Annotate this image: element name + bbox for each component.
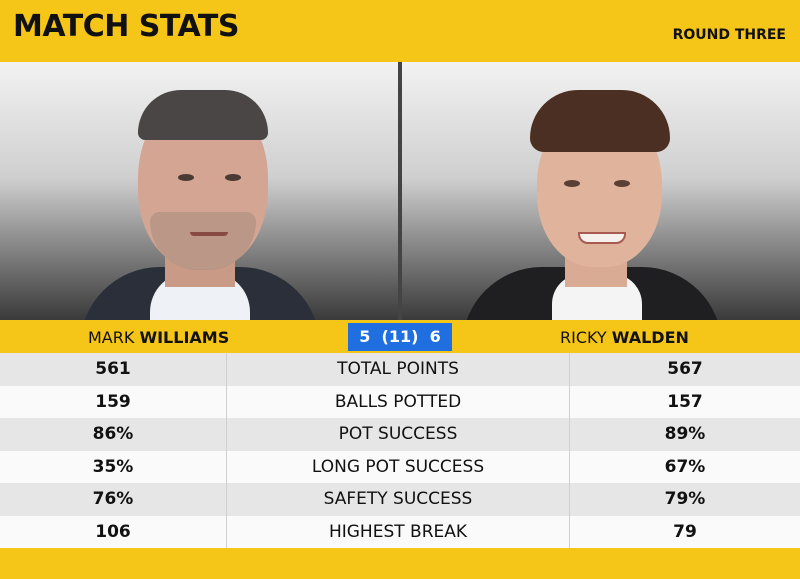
stat-row: 35% LONG POT SUCCESS 67%	[0, 450, 800, 483]
player-left-eye-l	[178, 174, 194, 181]
player-right-last-name: WALDEN	[611, 328, 689, 347]
stat-row: 106 HIGHEST BREAK 79	[0, 515, 800, 548]
stat-label: SAFETY SUCCESS	[226, 483, 570, 516]
footer-bar	[0, 548, 800, 579]
round-label: ROUND THREE	[672, 27, 786, 43]
stat-right-value: 89%	[664, 424, 706, 444]
stat-right-value: 567	[667, 359, 703, 379]
page-title: MATCH STATS	[13, 9, 239, 44]
stat-left-value: 35%	[92, 456, 134, 477]
player-left-hair	[138, 90, 268, 140]
player-right-name: RICKY WALDEN	[560, 328, 689, 347]
player-right-hair	[530, 90, 670, 152]
stat-row: 76% SAFETY SUCCESS 79%	[0, 483, 800, 516]
frame-score: 5 (11) 6	[348, 323, 452, 351]
stat-left-value: 76%	[92, 489, 134, 509]
player-left-mouth	[190, 232, 228, 236]
stat-row: 561 TOTAL POINTS 567	[0, 353, 800, 386]
player-photo-left	[0, 62, 398, 320]
stat-row: 86% POT SUCCESS 89%	[0, 418, 800, 451]
stat-left-value: 106	[95, 521, 131, 542]
player-right-eye-r	[614, 180, 630, 187]
stats-table: 561 TOTAL POINTS 567 159 BALLS POTTED 15…	[0, 353, 800, 548]
stat-right-value: 157	[667, 391, 703, 412]
stat-right-value: 67%	[664, 456, 706, 477]
player-left-namebar: MARK WILLIAMS	[0, 320, 340, 353]
player-right-first-name: RICKY	[560, 328, 612, 347]
player-left-first-name: MARK	[88, 328, 140, 347]
stat-label: BALLS POTTED	[226, 385, 570, 418]
stat-row: 159 BALLS POTTED 157	[0, 385, 800, 418]
score-box: 5 (11) 6	[340, 320, 460, 353]
header-bar: MATCH STATS ROUND THREE	[0, 0, 800, 62]
player-right-mouth	[578, 232, 626, 244]
stat-left-value: 159	[95, 391, 131, 412]
stat-left-value: 561	[95, 359, 131, 379]
player-left-name: MARK WILLIAMS	[88, 328, 229, 347]
stat-label: LONG POT SUCCESS	[226, 450, 570, 483]
stat-right-value: 79%	[664, 489, 706, 509]
stat-label: POT SUCCESS	[226, 418, 570, 451]
player-right-namebar: RICKY WALDEN	[460, 320, 800, 353]
player-left-eye-r	[225, 174, 241, 181]
stat-left-value: 86%	[92, 424, 134, 444]
player-right-eye-l	[564, 180, 580, 187]
stat-label: TOTAL POINTS	[226, 353, 570, 386]
stat-label: HIGHEST BREAK	[226, 515, 570, 548]
stat-right-value: 79	[673, 521, 697, 542]
player-left-last-name: WILLIAMS	[139, 328, 230, 347]
player-photo-right	[402, 62, 800, 320]
photo-divider	[398, 62, 402, 320]
